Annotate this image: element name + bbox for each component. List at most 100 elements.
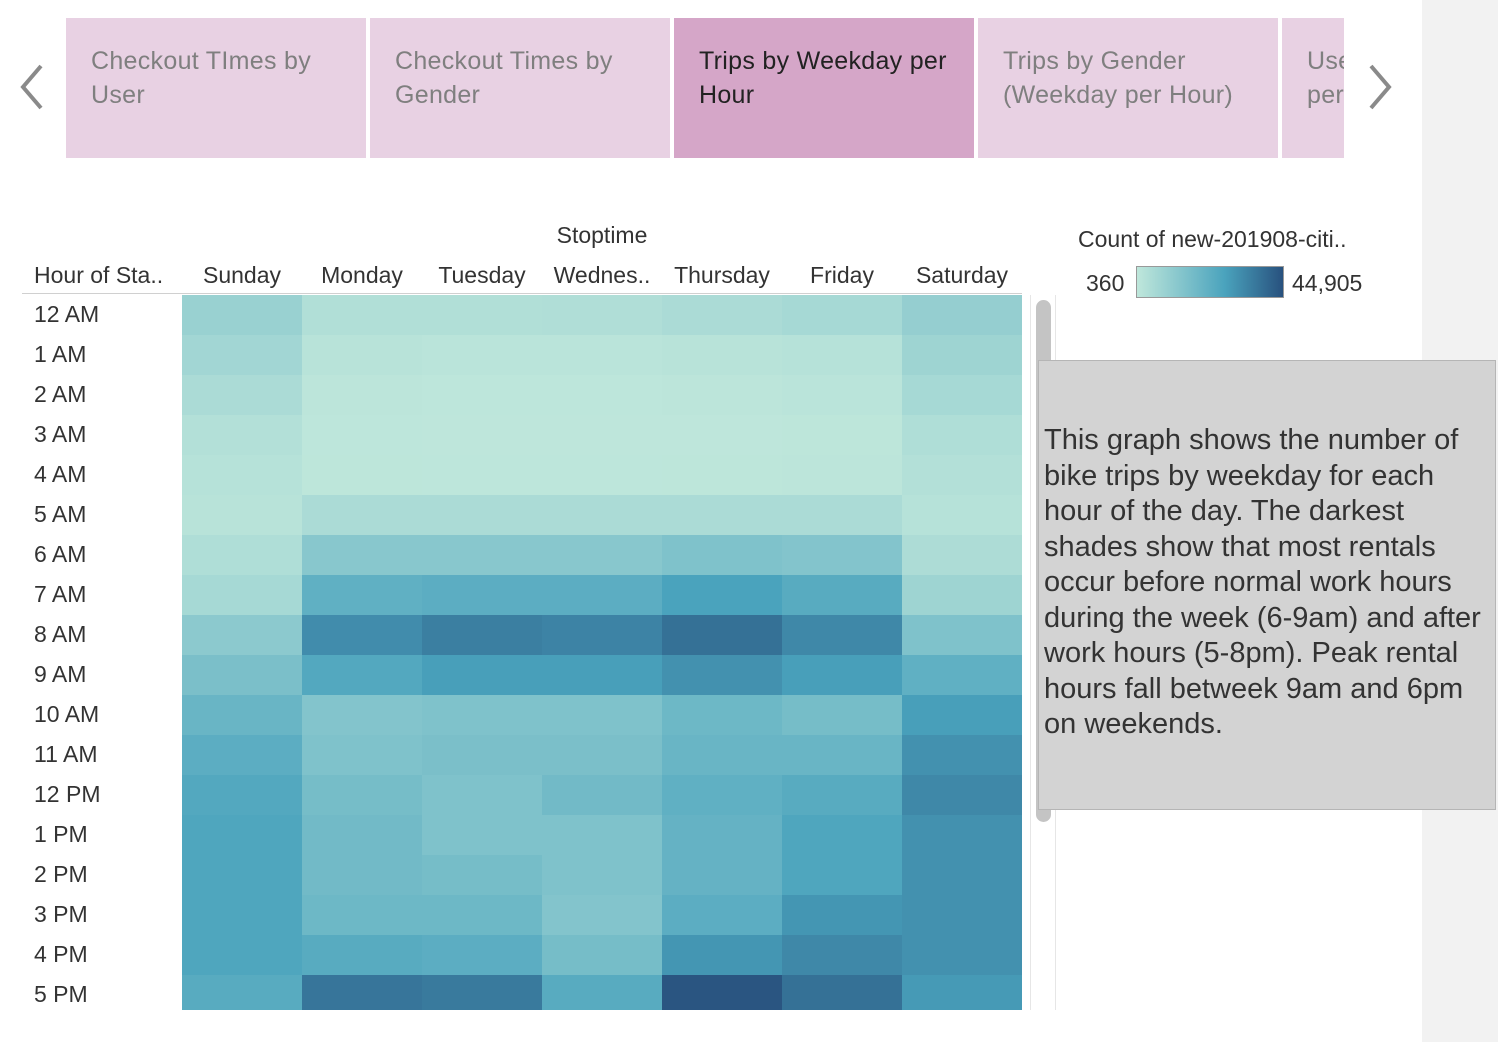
tab-trips-by-weekday-per-hour[interactable]: Trips by Weekday per Hour — [674, 18, 974, 158]
chevron-right-icon[interactable] — [1360, 62, 1400, 112]
heatmap-cell[interactable] — [302, 415, 422, 455]
heatmap-cell[interactable] — [782, 375, 902, 415]
heatmap-cell[interactable] — [302, 935, 422, 975]
heatmap-cell[interactable] — [782, 655, 902, 695]
heatmap-cell[interactable] — [782, 415, 902, 455]
heatmap-cell[interactable] — [902, 775, 1022, 815]
heatmap-cell[interactable] — [542, 535, 662, 575]
heatmap-cell[interactable] — [902, 895, 1022, 935]
heatmap-cell[interactable] — [422, 575, 542, 615]
heatmap-cell[interactable] — [902, 455, 1022, 495]
heatmap-cell[interactable] — [542, 975, 662, 1010]
heatmap-cell[interactable] — [782, 295, 902, 335]
heatmap-cell[interactable] — [542, 815, 662, 855]
heatmap-cell[interactable] — [782, 615, 902, 655]
heatmap-cell[interactable] — [662, 495, 782, 535]
heatmap-cell[interactable] — [662, 975, 782, 1010]
heatmap-cell[interactable] — [302, 815, 422, 855]
heatmap-cell[interactable] — [182, 375, 302, 415]
heatmap-cell[interactable] — [662, 535, 782, 575]
heatmap-cell[interactable] — [542, 895, 662, 935]
heatmap-cell[interactable] — [662, 655, 782, 695]
heatmap-cell[interactable] — [902, 495, 1022, 535]
heatmap-cell[interactable] — [902, 335, 1022, 375]
heatmap-cell[interactable] — [542, 415, 662, 455]
heatmap-cell[interactable] — [782, 935, 902, 975]
heatmap-cell[interactable] — [302, 895, 422, 935]
heatmap-cell[interactable] — [782, 855, 902, 895]
heatmap-cell[interactable] — [662, 375, 782, 415]
heatmap-cell[interactable] — [182, 935, 302, 975]
heatmap-cell[interactable] — [422, 495, 542, 535]
heatmap-cell[interactable] — [662, 335, 782, 375]
heatmap-cell[interactable] — [782, 495, 902, 535]
heatmap-cell[interactable] — [302, 375, 422, 415]
heatmap-cell[interactable] — [782, 815, 902, 855]
heatmap-cell[interactable] — [422, 855, 542, 895]
heatmap-cell[interactable] — [662, 895, 782, 935]
heatmap-cell[interactable] — [422, 815, 542, 855]
heatmap-cell[interactable] — [782, 575, 902, 615]
heatmap-cell[interactable] — [662, 935, 782, 975]
heatmap-cell[interactable] — [662, 855, 782, 895]
heatmap-cell[interactable] — [542, 935, 662, 975]
tab-checkout-times-by-user[interactable]: Checkout TImes by User — [66, 18, 366, 158]
heatmap-cell[interactable] — [182, 735, 302, 775]
heatmap-cell[interactable] — [422, 535, 542, 575]
heatmap-cell[interactable] — [302, 615, 422, 655]
tab-checkout-times-by-gender[interactable]: Checkout Times by Gender — [370, 18, 670, 158]
heatmap-cell[interactable] — [422, 975, 542, 1010]
heatmap-cell[interactable] — [782, 335, 902, 375]
heatmap-cell[interactable] — [182, 855, 302, 895]
heatmap-cell[interactable] — [902, 535, 1022, 575]
heatmap-cell[interactable] — [422, 735, 542, 775]
heatmap-cell[interactable] — [302, 495, 422, 535]
heatmap-cell[interactable] — [302, 655, 422, 695]
heatmap-cell[interactable] — [902, 415, 1022, 455]
heatmap-cell[interactable] — [422, 295, 542, 335]
heatmap-cell[interactable] — [302, 535, 422, 575]
heatmap-cell[interactable] — [662, 295, 782, 335]
heatmap-cell[interactable] — [542, 695, 662, 735]
heatmap-cell[interactable] — [542, 735, 662, 775]
heatmap-cell[interactable] — [182, 575, 302, 615]
heatmap-cell[interactable] — [302, 695, 422, 735]
heatmap-cell[interactable] — [662, 775, 782, 815]
heatmap-cell[interactable] — [302, 575, 422, 615]
heatmap-cell[interactable] — [542, 455, 662, 495]
heatmap-cell[interactable] — [902, 815, 1022, 855]
heatmap-cell[interactable] — [422, 335, 542, 375]
heatmap-cell[interactable] — [662, 415, 782, 455]
heatmap-cell[interactable] — [542, 335, 662, 375]
heatmap-cell[interactable] — [902, 575, 1022, 615]
heatmap-cell[interactable] — [542, 655, 662, 695]
heatmap-cell[interactable] — [182, 815, 302, 855]
heatmap-cell[interactable] — [902, 295, 1022, 335]
heatmap-cell[interactable] — [182, 295, 302, 335]
heatmap-cell[interactable] — [542, 855, 662, 895]
heatmap-cell[interactable] — [422, 455, 542, 495]
heatmap-cell[interactable] — [302, 455, 422, 495]
heatmap-cell[interactable] — [302, 855, 422, 895]
heatmap-cell[interactable] — [542, 375, 662, 415]
heatmap-cell[interactable] — [902, 695, 1022, 735]
heatmap-cell[interactable] — [302, 735, 422, 775]
heatmap-cell[interactable] — [182, 615, 302, 655]
heatmap-cell[interactable] — [902, 615, 1022, 655]
heatmap-cell[interactable] — [302, 775, 422, 815]
heatmap-cell[interactable] — [422, 775, 542, 815]
heatmap-cell[interactable] — [182, 415, 302, 455]
heatmap-cell[interactable] — [902, 375, 1022, 415]
heatmap-cell[interactable] — [782, 695, 902, 735]
chevron-left-icon[interactable] — [12, 62, 52, 112]
heatmap-cell[interactable] — [182, 535, 302, 575]
heatmap-cell[interactable] — [422, 415, 542, 455]
heatmap-cell[interactable] — [782, 455, 902, 495]
tab-user-trips[interactable]: User Trips by Weekday per Hour — [1282, 18, 1344, 158]
heatmap-cell[interactable] — [902, 935, 1022, 975]
heatmap-cell[interactable] — [302, 295, 422, 335]
heatmap-cell[interactable] — [422, 895, 542, 935]
heatmap-cell[interactable] — [182, 455, 302, 495]
heatmap-cell[interactable] — [782, 775, 902, 815]
tab-trips-by-gender[interactable]: Trips by Gender (Weekday per Hour) — [978, 18, 1278, 158]
